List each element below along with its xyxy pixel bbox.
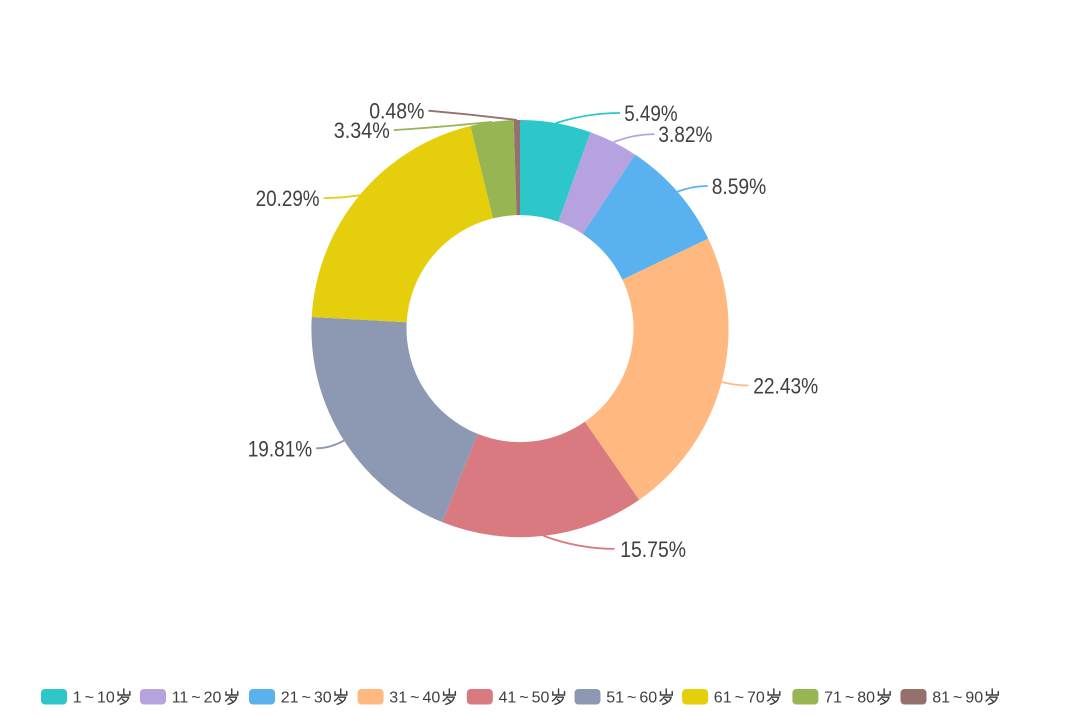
svg-text:51~60: 51 ~60	[606, 689, 657, 706]
svg-text:11~20: 11 ~20	[172, 689, 222, 706]
svg-text:5.49%: 5.49%	[624, 101, 678, 126]
svg-text:41~50: 41 ~50	[499, 689, 550, 706]
svg-text:21~30: 21 ~30	[281, 689, 332, 706]
svg-text:31~40: 31 ~40	[389, 689, 440, 706]
svg-text:3.82%: 3.82%	[658, 122, 712, 147]
svg-text:3.34%: 3.34%	[334, 118, 390, 143]
svg-text:8.59%: 8.59%	[712, 174, 767, 199]
svg-text:81~90: 81 ~90	[932, 689, 983, 706]
svg-text:61~70: 61 ~70	[714, 689, 765, 706]
svg-text:0.48%: 0.48%	[369, 99, 424, 124]
svg-text:22.43%: 22.43%	[753, 374, 818, 399]
svg-text:15.75%: 15.75%	[620, 537, 686, 562]
svg-text:19.81%: 19.81%	[248, 436, 313, 461]
svg-text:1~10: 1 ~10	[73, 689, 115, 706]
svg-text:71~80: 71 ~80	[824, 689, 875, 706]
svg-text:20.29%: 20.29%	[256, 186, 320, 211]
